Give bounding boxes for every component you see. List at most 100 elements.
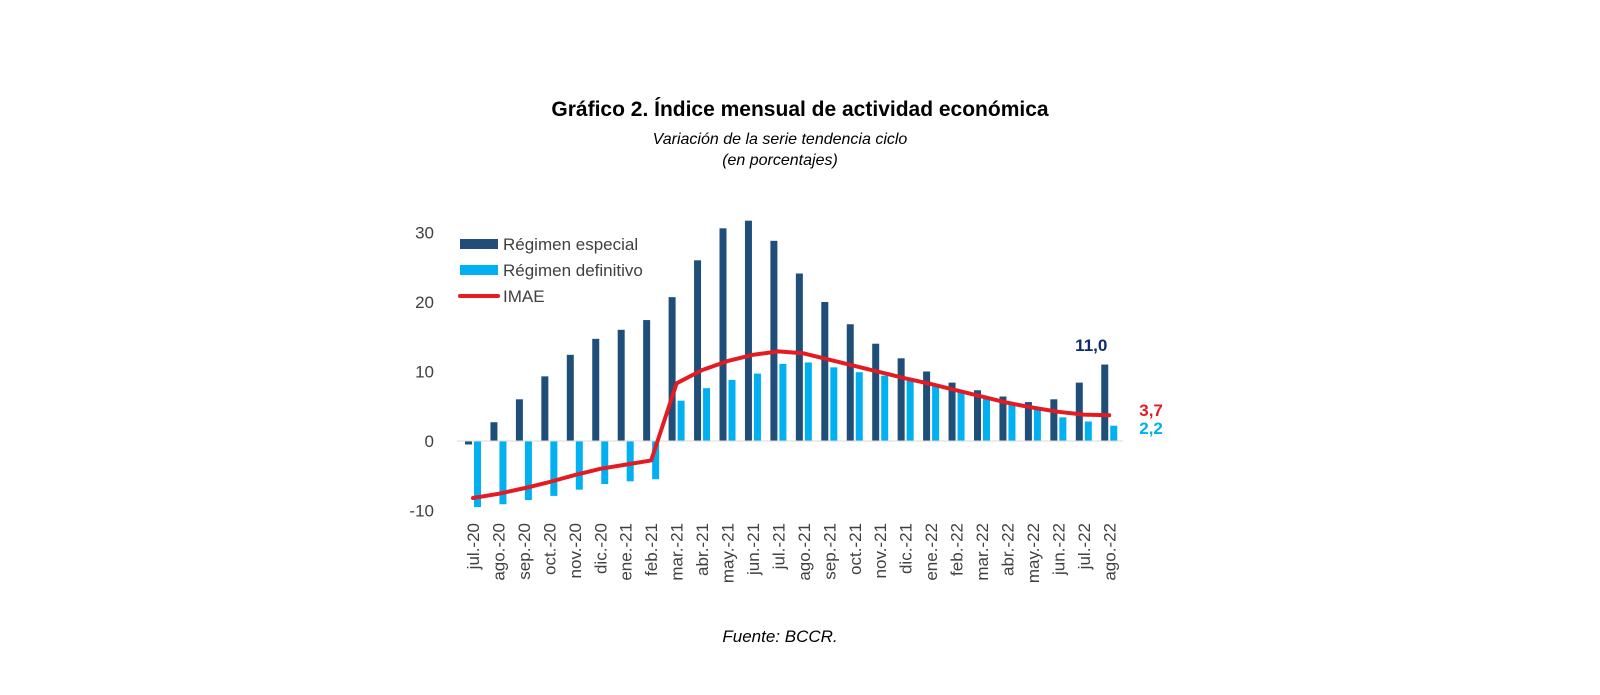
bar-regimen-especial [923,371,931,441]
x-axis: jul.-20 ago.-20 sep.-20 oct.-20 nov.-20 dic.-… [464,523,1119,583]
bar-regimen-definitivo [932,384,940,441]
bar-regimen-especial [1075,382,1083,441]
bar-regimen-definitivo [1059,417,1067,441]
x-tick-label: nov.-20 [566,523,585,578]
callout-label: 3,7 [1139,401,1163,420]
legend-label: Régimen especial [503,235,638,254]
bar-regimen-especial [744,220,752,441]
callout-label: 11,0 [1075,336,1107,355]
legend-swatch [460,265,498,275]
bar-regimen-definitivo [753,373,761,441]
bar-regimen-definitivo [499,441,507,505]
bar-regimen-definitivo [906,379,914,441]
y-tick-label: 10 [415,363,434,382]
x-tick-label: may.-22 [1024,523,1043,583]
bar-regimen-especial [846,324,854,441]
x-tick-label: jun.-21 [744,523,763,576]
bar-regimen-definitivo [575,441,583,490]
bar-regimen-definitivo [601,441,609,485]
bar-regimen-especial [617,329,625,441]
legend-label: IMAE [503,287,545,306]
legend: Régimen especial Régimen definitivo IMAE [458,235,643,306]
x-tick-label: dic.-21 [897,523,916,574]
bar-regimen-especial [795,273,803,441]
bar-regimen-definitivo [626,441,634,482]
x-tick-label: ene.-22 [922,523,941,581]
bar-regimen-especial [821,302,829,441]
bar-regimen-definitivo [524,441,532,501]
bar-regimen-definitivo [957,390,965,441]
bar-regimen-especial [872,343,880,441]
y-tick-label: 20 [415,293,434,312]
bar-regimen-especial [770,240,778,441]
bar-regimen-definitivo [1084,421,1092,441]
x-tick-label: abr.-22 [998,523,1017,576]
bar-regimen-especial [897,358,905,441]
x-tick-label: jun.-22 [1049,523,1068,576]
x-tick-label: abr.-21 [693,523,712,576]
bar-regimen-definitivo [677,400,685,441]
x-tick-label: jul.-22 [1075,523,1094,570]
y-axis: -10 0 10 20 30 [409,224,434,521]
bar-regimen-definitivo [983,397,990,441]
bar-regimen-especial [592,338,600,441]
bar-regimen-especial [948,382,956,441]
bar-regimen-especial [541,376,549,441]
bar-regimen-especial [999,396,1007,441]
bar-regimen-especial [490,422,498,441]
bar-regimen-especial [566,354,574,441]
x-tick-label: ago.-21 [795,523,814,581]
x-tick-label: sep.-21 [820,523,839,580]
bar-regimen-especial [1101,364,1109,441]
x-tick-label: may.-21 [719,523,738,583]
x-tick-label: feb.-22 [948,523,967,576]
bar-regimen-definitivo [804,362,812,441]
x-tick-label: mar.-22 [973,523,992,581]
bar-regimen-definitivo [1033,409,1041,441]
bar-regimen-definitivo [652,441,660,480]
x-tick-label: ene.-21 [617,523,636,581]
chart-source: Fuente: BCCR. [722,627,838,646]
bar-regimen-especial [1024,402,1032,441]
bar-regimen-definitivo [703,388,711,441]
callouts: 11,0 3,72,2 [1075,336,1163,438]
line-imae [471,349,1112,500]
bar-regimen-definitivo [830,367,838,441]
x-tick-label: oct.-21 [846,523,865,575]
bar-regimen-definitivo [855,372,863,441]
chart-subtitle-units: (en porcentajes) [722,152,838,169]
callout-label: 2,2 [1139,419,1163,438]
bar-regimen-especial [668,297,676,441]
bar-regimen-especial [1050,399,1058,441]
bar-regimen-especial [694,260,702,441]
bar-regimen-definitivo [728,379,736,441]
x-tick-label: ago.-22 [1100,523,1119,581]
x-tick-label: mar.-21 [668,523,687,581]
chart-subtitle: Variación de la serie tendencia ciclo [652,131,908,148]
x-tick-label: oct.-20 [540,523,559,575]
bar-series [465,220,1118,508]
x-tick-label: nov.-21 [871,523,890,578]
bar-regimen-especial [465,441,472,445]
bar-regimen-definitivo [779,363,787,441]
bar-regimen-definitivo [1110,425,1118,441]
line-series [471,349,1112,500]
bar-regimen-definitivo [881,375,889,441]
chart-title: Gráfico 2. Índice mensual de actividad e… [551,98,1049,121]
y-tick-label: 30 [415,224,434,243]
bar-regimen-definitivo [474,441,481,508]
y-tick-label: -10 [409,502,434,521]
bar-regimen-especial [719,228,727,441]
x-tick-label: jul.-21 [769,523,788,570]
bar-regimen-especial [643,320,651,441]
x-tick-label: ago.-20 [489,523,508,581]
x-tick-label: jul.-20 [464,523,483,570]
bar-regimen-especial [974,390,981,441]
bar-regimen-definitivo [550,441,558,496]
x-tick-label: dic.-20 [591,523,610,574]
y-tick-label: 0 [425,432,434,451]
legend-label: Régimen definitivo [503,261,643,280]
legend-swatch [460,239,498,249]
x-tick-label: sep.-20 [515,523,534,580]
